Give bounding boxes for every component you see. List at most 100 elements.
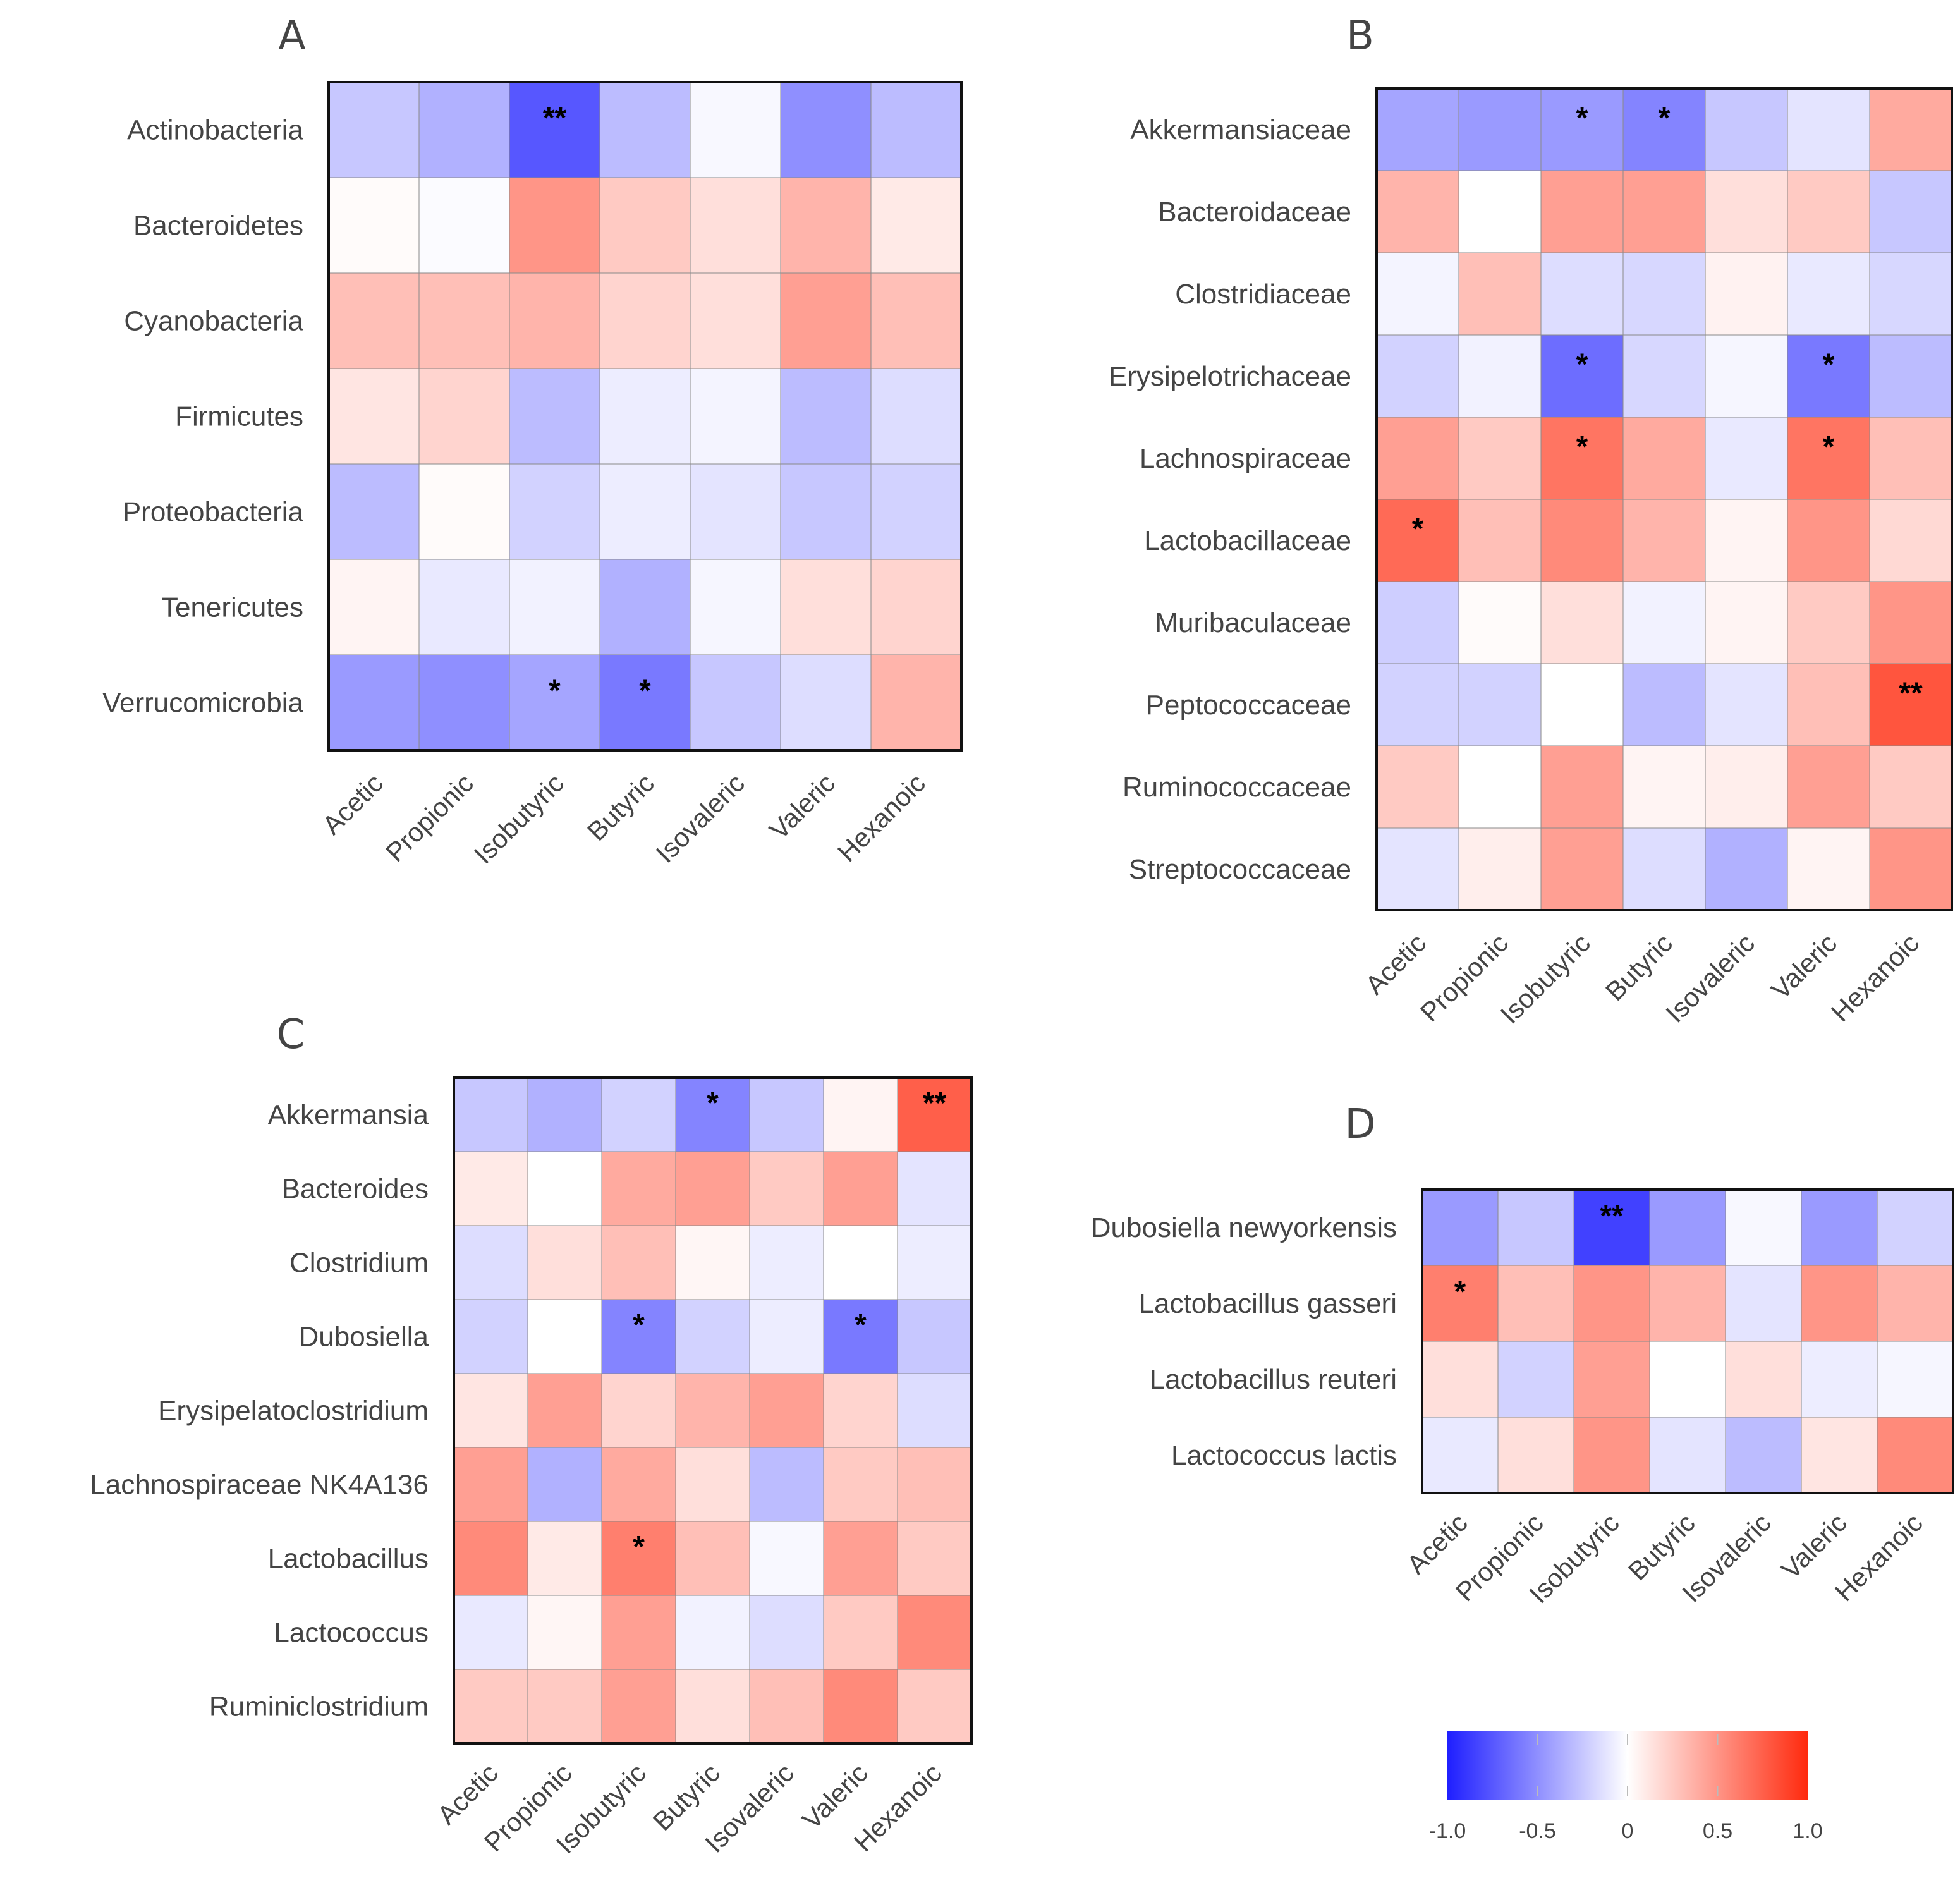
heatmap-cell — [453, 1447, 528, 1522]
heatmap-cell — [870, 654, 962, 751]
heatmap-cell — [1801, 1341, 1878, 1418]
heatmap-cell — [418, 654, 510, 751]
row-label: Lactobacillus gasseri — [1139, 1288, 1397, 1319]
heatmap-cell — [418, 463, 510, 560]
column-label: Valeric — [1765, 928, 1842, 1005]
heatmap-cell — [1376, 170, 1459, 253]
heatmap-cell — [527, 1373, 602, 1448]
heatmap-cell — [690, 559, 781, 655]
row-label: Lachnospiraceae NK4A136 — [90, 1470, 429, 1501]
heatmap-cell — [1869, 827, 1952, 911]
heatmap-cell — [1869, 88, 1952, 171]
heatmap-cell — [599, 177, 691, 274]
heatmap-cell — [1787, 88, 1870, 171]
heatmap-cell — [780, 368, 872, 465]
row-label: Streptococcaceae — [1129, 854, 1351, 885]
heatmap-cell — [527, 1669, 602, 1744]
column-label: Butyric — [1600, 928, 1678, 1006]
heatmap-cell — [527, 1151, 602, 1226]
heatmap-cell — [527, 1299, 602, 1374]
heatmap-cell — [1705, 252, 1788, 336]
heatmap-cell — [780, 82, 872, 178]
heatmap-cell — [601, 1151, 676, 1226]
heatmap-cell — [897, 1447, 972, 1522]
heatmap-cell — [690, 463, 781, 560]
significance-marker: ** — [923, 1087, 947, 1120]
heatmap-cell — [509, 272, 600, 369]
heatmap-cell — [1376, 745, 1459, 829]
heatmap-cell — [780, 463, 872, 560]
heatmap-cell — [527, 1595, 602, 1670]
heatmap-cell — [1877, 1189, 1954, 1266]
heatmap-cell — [1573, 1341, 1650, 1418]
heatmap-cell — [453, 1225, 528, 1300]
heatmap-cell — [1869, 581, 1952, 664]
row-label: Akkermansiaceae — [1130, 114, 1351, 145]
heatmap-cell — [453, 1373, 528, 1448]
heatmap-cell — [1725, 1341, 1802, 1418]
heatmap-cell — [1421, 1189, 1499, 1266]
row-label: Ruminiclostridium — [209, 1691, 429, 1722]
significance-marker: * — [1576, 348, 1588, 381]
row-label: Actinobacteria — [127, 115, 303, 146]
heatmap-cell — [897, 1595, 972, 1670]
heatmap-cell — [1787, 417, 1870, 500]
heatmap-cell — [1877, 1341, 1954, 1418]
heatmap-cell — [1540, 745, 1624, 829]
heatmap-cell — [328, 272, 420, 369]
significance-marker: ** — [1899, 676, 1923, 710]
significance-marker: * — [1454, 1276, 1466, 1309]
heatmap-cell — [690, 272, 781, 369]
heatmap-cell — [1787, 581, 1870, 664]
heatmap-cell — [749, 1595, 824, 1670]
heatmap-cell — [1705, 827, 1788, 911]
heatmap-cell — [823, 1521, 898, 1596]
heatmap-cell — [1622, 499, 1706, 582]
heatmap-cell — [823, 1669, 898, 1744]
column-label: Isovaleric — [1660, 928, 1760, 1028]
heatmap-cell — [509, 463, 600, 560]
heatmap-cell — [870, 177, 962, 274]
heatmap-cell — [690, 368, 781, 465]
heatmap-cell — [453, 1077, 528, 1152]
row-label: Clostridium — [289, 1248, 429, 1279]
heatmap-cell — [1649, 1417, 1726, 1494]
heatmap-cell — [1725, 1189, 1802, 1266]
heatmap-cell — [749, 1447, 824, 1522]
heatmap-cell — [601, 1077, 676, 1152]
heatmap-cell — [749, 1225, 824, 1300]
row-label: Clostridiaceae — [1175, 279, 1351, 310]
row-label: Proteobacteria — [123, 497, 304, 528]
row-label: Lactobacillus reuteri — [1150, 1364, 1397, 1395]
column-label: Acetic — [1401, 1508, 1473, 1580]
heatmap-cell — [1540, 252, 1624, 336]
row-label: Lactococcus — [274, 1618, 429, 1648]
colorbar-tick-label: 0.5 — [1703, 1819, 1732, 1843]
heatmap-cell — [453, 1595, 528, 1670]
heatmap-cell — [690, 82, 781, 178]
heatmap-cell — [1869, 170, 1952, 253]
heatmap-cell — [509, 368, 600, 465]
significance-marker: * — [1659, 101, 1671, 135]
heatmap-cell — [1458, 499, 1542, 582]
heatmap-cell — [1458, 745, 1542, 829]
heatmap-cell — [1877, 1265, 1954, 1342]
heatmap-cell — [599, 654, 691, 751]
row-label: Erysipelatoclostridium — [158, 1396, 429, 1427]
heatmap-cell — [1705, 170, 1788, 253]
significance-marker: ** — [1600, 1200, 1624, 1233]
heatmap-cell — [509, 559, 600, 655]
row-label: Muribaculaceae — [1155, 607, 1351, 638]
heatmap-cell — [749, 1077, 824, 1152]
significance-marker: * — [1576, 101, 1588, 135]
column-label: Propionic — [380, 768, 479, 867]
heatmap-cell — [509, 82, 600, 178]
heatmap-cell — [1705, 417, 1788, 500]
row-label: Verrucomicrobia — [102, 688, 303, 719]
panel-letter: D — [1344, 1101, 1375, 1148]
heatmap-cell — [897, 1151, 972, 1226]
heatmap-cell — [675, 1373, 750, 1448]
heatmap-cell — [870, 272, 962, 369]
heatmap-cell — [1421, 1341, 1499, 1418]
heatmap-cell — [1458, 581, 1542, 664]
